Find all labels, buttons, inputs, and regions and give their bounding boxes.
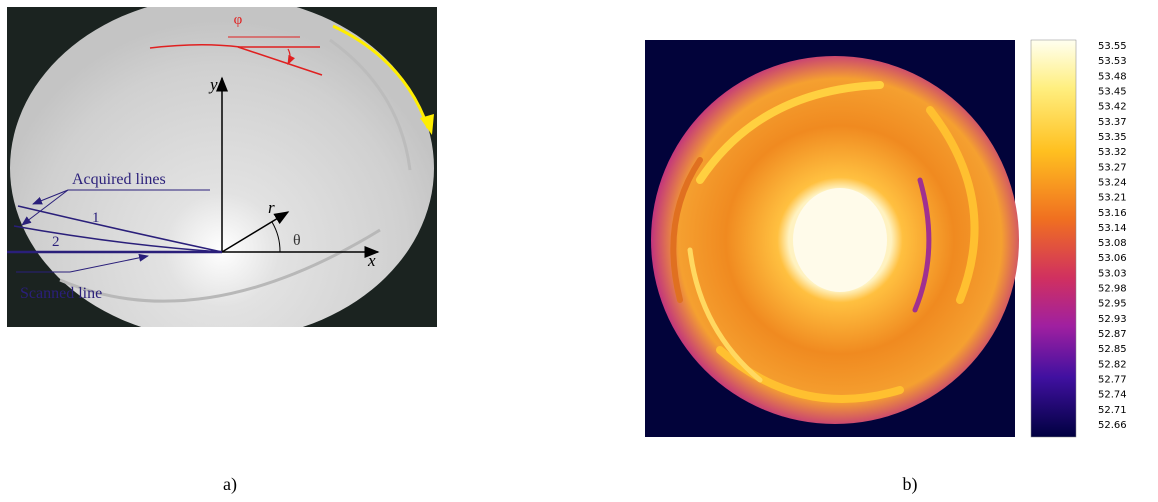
colorbar-tick-label: 53.06: [1098, 253, 1127, 264]
panel-b: 53.55 53.53 53.48 53.45 53.42 53.37 53.35 53.32…: [645, 40, 1127, 437]
panel-a: φ y x r θ Acquired lines 1 2 Scanned lin…: [7, 0, 437, 340]
colorbar-tick-label: 52.71: [1098, 405, 1127, 416]
colorbar-tick-label: 52.93: [1098, 314, 1127, 325]
colorbar-tick-label: 53.27: [1098, 162, 1127, 173]
colorbar-tick-label: 52.87: [1098, 329, 1127, 340]
colorbar-tick-label: 53.35: [1098, 132, 1127, 143]
phi-label: φ: [234, 12, 243, 28]
colorbar-tick-label: 52.74: [1098, 390, 1127, 401]
bright-core: [793, 188, 887, 292]
colorbar-tick-label: 52.77: [1098, 375, 1127, 386]
caption-a: a): [223, 474, 237, 495]
colorbar-tick-label: 53.37: [1098, 117, 1127, 128]
colorbar-tick-label: 52.82: [1098, 359, 1127, 370]
colorbar-tick-label: 53.03: [1098, 268, 1127, 279]
colorbar-tick-label: 53.16: [1098, 208, 1127, 219]
scanned-line-label: Scanned line: [20, 285, 102, 302]
colorbar-tick-label: 53.48: [1098, 71, 1127, 82]
colorbar-tick-label: 52.85: [1098, 344, 1127, 355]
colorbar: [1031, 40, 1076, 437]
colorbar-tick-label: 53.55: [1098, 41, 1127, 52]
line-2-label: 2: [52, 234, 60, 250]
figure: φ y x r θ Acquired lines 1 2 Scanned lin…: [0, 0, 1158, 502]
colorbar-ticks: 53.55 53.53 53.48 53.45 53.42 53.37 53.35 53.32…: [1098, 41, 1127, 431]
line-1-label: 1: [92, 210, 100, 226]
colorbar-tick-label: 52.95: [1098, 299, 1127, 310]
colorbar-tick-label: 53.21: [1098, 193, 1127, 204]
colorbar-tick-label: 52.98: [1098, 284, 1127, 295]
r-label: r: [268, 198, 275, 217]
colorbar-tick-label: 53.53: [1098, 56, 1127, 67]
colorbar-tick-label: 53.42: [1098, 102, 1127, 113]
theta-label: θ: [293, 232, 301, 249]
colorbar-tick-label: 53.14: [1098, 223, 1127, 234]
colorbar-tick-label: 52.66: [1098, 420, 1127, 431]
colorbar-tick-label: 53.45: [1098, 86, 1127, 97]
colorbar-tick-label: 53.32: [1098, 147, 1127, 158]
x-label: x: [367, 251, 376, 270]
colorbar-tick-label: 53.08: [1098, 238, 1127, 249]
caption-b: b): [903, 474, 918, 495]
y-label: y: [208, 75, 218, 94]
colorbar-tick-label: 53.24: [1098, 177, 1127, 188]
acquired-lines-label: Acquired lines: [72, 171, 166, 188]
